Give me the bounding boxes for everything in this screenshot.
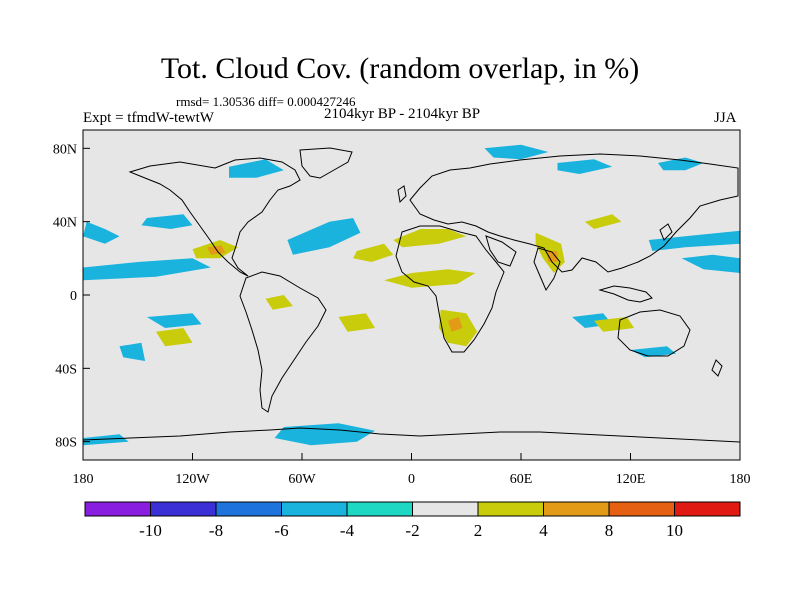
north-america-coast [128, 157, 301, 277]
experiment-label: Expt = tfmdW-tewtW [83, 110, 214, 126]
colorbar-swatch [477, 501, 544, 517]
period-label: 2104kyr BP - 2104kyr BP [324, 106, 481, 122]
region-e-siberia-neg [657, 157, 704, 171]
longitude-axis: 180 120W 60W 0 60E 120E 180 [73, 453, 751, 487]
lat-tick-label: 0 [70, 289, 77, 304]
new-zealand-coast [711, 359, 723, 377]
eurasia-coast [409, 153, 739, 273]
lat-tick-label: 40S [55, 362, 77, 377]
colorbar-label: -6 [274, 521, 288, 540]
region-sahel-pos [384, 269, 476, 288]
colorbar-label: 8 [605, 521, 614, 540]
arabia-coast [485, 235, 517, 267]
india-coast [533, 247, 561, 292]
lon-tick-label: 60E [510, 472, 533, 487]
colorbar-label: -4 [340, 521, 355, 540]
colorbar-swatch [608, 501, 675, 517]
lat-tick-label: 80S [55, 436, 77, 451]
colorbar-swatch [346, 501, 413, 517]
colorbar-label: -10 [139, 521, 162, 540]
region-nw-pacific-neg [83, 221, 120, 244]
lon-tick-label: 120W [175, 472, 210, 487]
colorbar-swatch [150, 501, 217, 517]
map-background [83, 130, 740, 460]
region-w-pacific-neg [648, 230, 740, 251]
uk-coast [397, 185, 407, 204]
region-canada-neg [229, 159, 284, 178]
region-s-atlantic-pos [338, 313, 375, 332]
colorbar-swatch [674, 501, 741, 517]
colorbar-label: 4 [539, 521, 548, 540]
region-s-pacific-pos [156, 328, 193, 347]
colorbar-label: 10 [666, 521, 683, 540]
stats-label: rmsd= 1.30536 diff= 0.000427246 [176, 94, 356, 109]
region-n-africa-pos [393, 229, 467, 248]
japan-coast [659, 223, 673, 241]
indonesia-coast [598, 285, 653, 303]
region-india-core-pos [546, 251, 558, 262]
region-c-atlantic-pos [353, 243, 394, 262]
region-w-pacific-pos [594, 317, 635, 332]
region-s-pacific-neg [146, 313, 202, 328]
colorbar-swatch [281, 501, 348, 517]
map-title: Tot. Cloud Cov. (random overlap, in %) [160, 52, 640, 85]
region-mongolia-pos [584, 214, 622, 229]
lon-tick-label: 180 [73, 472, 94, 487]
region-ne-pacific-neg [83, 258, 211, 281]
region-s-america-pos [265, 295, 293, 310]
region-aus-neg [630, 346, 677, 358]
season-label: JJA [714, 110, 737, 126]
lon-tick-label: 120E [616, 472, 646, 487]
antarctica-coast [83, 427, 740, 443]
lon-tick-label: 0 [408, 472, 415, 487]
colorbar-swatch [215, 501, 282, 517]
colorbar-swatch [412, 501, 479, 517]
region-so-w-neg [83, 434, 129, 446]
lat-tick-label: 80N [53, 142, 77, 157]
anomaly-regions [83, 144, 740, 446]
lat-tick-label: 40N [53, 216, 77, 231]
coastlines [83, 147, 740, 443]
region-arctic-neg [484, 144, 549, 160]
greenland-coast [299, 147, 353, 179]
south-america-coast [239, 271, 327, 413]
colorbar-swatch [543, 501, 610, 517]
lon-tick-label: 60W [288, 472, 316, 487]
colorbar-swatch [84, 501, 151, 517]
australia-coast [617, 309, 691, 357]
colorbar-label: -2 [405, 521, 419, 540]
region-e-indian-neg [681, 254, 740, 273]
colorbar-label: -8 [209, 521, 223, 540]
region-siberia-neg [557, 159, 613, 174]
region-africa-core-pos [448, 317, 463, 332]
africa-coast [395, 225, 505, 353]
latitude-axis: 80N 40N 0 40S 80S [53, 142, 90, 451]
region-s-pacific2-neg [119, 342, 146, 361]
region-n-pacific-neg [141, 214, 193, 229]
colorbar: -10 -8 -6 -4 -2 2 4 8 10 [84, 501, 741, 540]
colorbar-label: 2 [474, 521, 483, 540]
lon-tick-label: 180 [730, 472, 751, 487]
region-n-atlantic-neg [287, 218, 361, 255]
region-so-pacific-neg [274, 423, 375, 446]
